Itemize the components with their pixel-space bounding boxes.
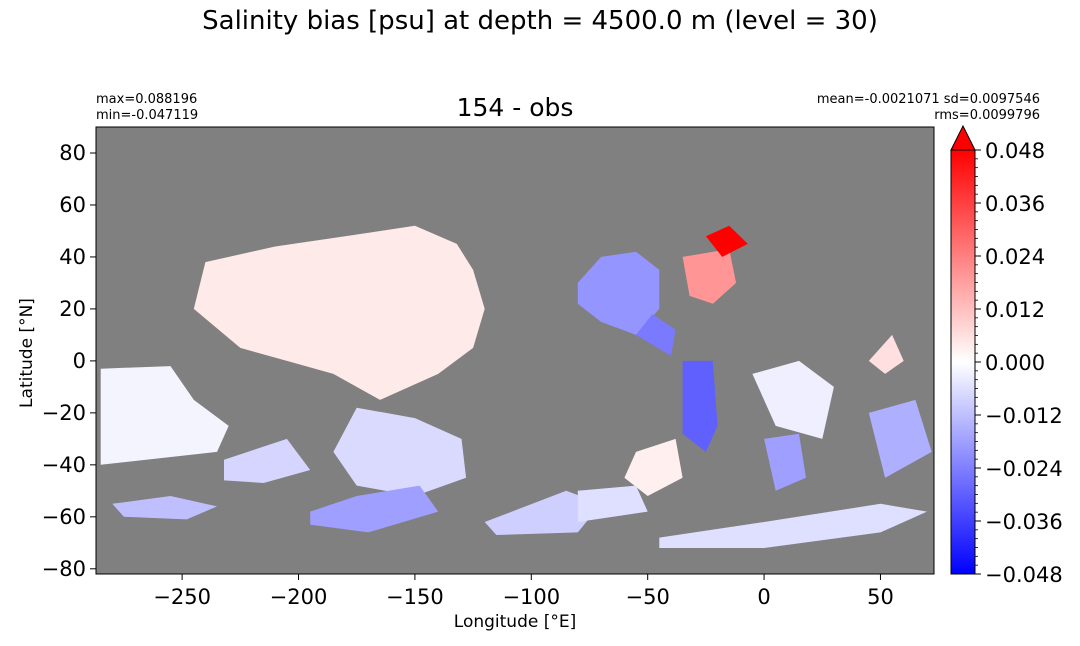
x-tick-label: −50	[626, 585, 670, 609]
colorbar-extend-arrow	[950, 124, 976, 151]
region-arabian	[868, 334, 904, 374]
stat-mean-sd: mean=-0.0021071 sd=0.0097546	[816, 92, 1040, 107]
y-tick-label: −80	[42, 557, 86, 581]
colorbar-tick-label: −0.036	[985, 510, 1063, 534]
region-north-atlantic-west	[577, 251, 660, 335]
stats-max-min: max=0.088196 min=-0.047119	[96, 92, 198, 124]
x-tick-label: −250	[153, 585, 211, 609]
bias-field	[100, 225, 932, 548]
region-north-pacific	[193, 225, 485, 400]
region-indian-south	[659, 503, 927, 548]
y-tick-label: −40	[42, 453, 86, 477]
colorbar-tick-label: 0.024	[985, 245, 1045, 269]
region-argentine-basin	[624, 438, 683, 496]
region-caribbean	[636, 314, 676, 356]
region-indian-southwest	[764, 433, 806, 491]
colorbar: −0.048 −0.036 −0.024 −0.012 0.000 0.012 0.024 0…	[950, 124, 1063, 587]
y-tick-label: 40	[59, 245, 86, 269]
x-tick-label: 0	[757, 585, 770, 609]
region-indian-east	[868, 399, 932, 478]
colorbar-tick-label: 0.000	[985, 351, 1045, 375]
region-southern-ocean-atlantic	[484, 490, 602, 535]
x-tick-label: −150	[386, 585, 444, 609]
figure-suptitle: Salinity bias [psu] at depth = 4500.0 m …	[202, 6, 878, 36]
y-axis-ticks: −80 −60 −40 −20 0 20 40 60 80	[42, 141, 96, 581]
y-tick-label: 80	[59, 141, 86, 165]
region-south-pacific	[333, 407, 467, 496]
y-tick-label: −60	[42, 505, 86, 529]
y-tick-label: 20	[59, 297, 86, 321]
colorbar-tick-label: −0.012	[985, 404, 1063, 428]
colorbar-tick-label: −0.024	[985, 457, 1063, 481]
region-north-atlantic-east	[682, 249, 737, 304]
region-tasman	[224, 438, 311, 483]
region-south-australia	[112, 496, 217, 520]
colorbar-tick-label: 0.036	[985, 192, 1045, 216]
region-indian-central	[752, 360, 834, 439]
x-tick-label: 50	[867, 585, 894, 609]
stat-max: max=0.088196	[96, 92, 198, 107]
colorbar-tick-label: −0.048	[985, 563, 1063, 587]
stat-rms: rms=0.0099796	[934, 108, 1040, 123]
stats-mean-sd-rms: mean=-0.0021071 sd=0.0097546 rms=0.00997…	[817, 92, 1040, 124]
x-tick-label: −100	[502, 585, 560, 609]
x-tick-label: −200	[270, 585, 328, 609]
region-scotia	[577, 485, 648, 522]
land-mask	[96, 127, 934, 574]
x-axis-ticks: −250 −200 −150 −100 −50 0 50	[153, 574, 894, 609]
colorbar-gradient	[951, 150, 975, 574]
colorbar-tick-label: 0.048	[985, 139, 1045, 163]
x-axis-label: Longitude [°E]	[453, 612, 577, 632]
stat-min: min=-0.047119	[96, 108, 199, 123]
axes-title: 154 - obs	[456, 93, 574, 122]
y-tick-label: 60	[59, 193, 86, 217]
y-tick-label: 0	[73, 349, 86, 373]
region-west-pacific	[100, 366, 229, 465]
plot-frame	[95, 126, 935, 575]
region-southern-ocean-pacific	[310, 485, 439, 533]
y-tick-label: −20	[42, 401, 86, 425]
region-south-atlantic-mid	[682, 360, 718, 452]
colorbar-tick-label: 0.012	[985, 298, 1045, 322]
region-north-atlantic-far-north	[705, 225, 748, 257]
